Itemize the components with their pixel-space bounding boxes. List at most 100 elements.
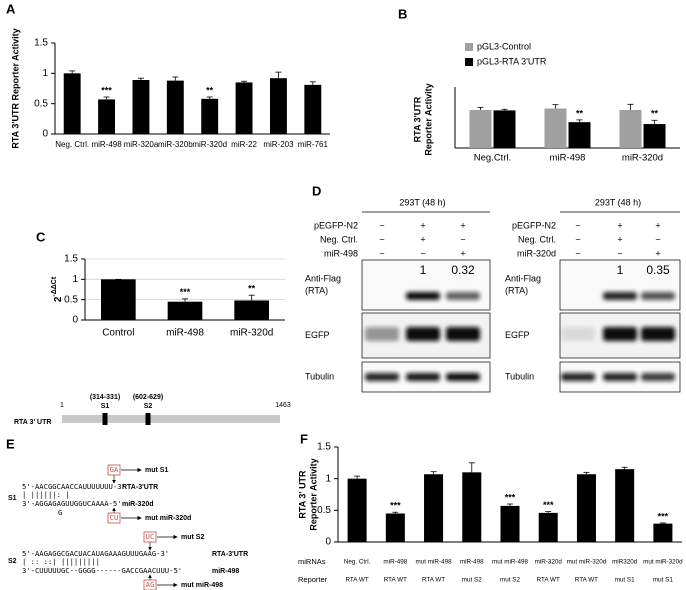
bar xyxy=(101,279,136,320)
bar xyxy=(201,98,219,134)
legend-label: pGL3-Control xyxy=(477,41,531,51)
bar xyxy=(538,512,558,542)
bar xyxy=(462,472,482,542)
condition-sign: − xyxy=(379,220,384,230)
target-name: RTA-3'UTR xyxy=(212,551,248,558)
condition-sign: + xyxy=(420,234,425,244)
pairing: | :: ::| ||||||||| xyxy=(22,557,100,566)
x-tick-label: miR-320b xyxy=(158,140,193,149)
y-tick-label: 0 xyxy=(42,129,48,140)
bar xyxy=(385,513,405,542)
y-axis-label: Reporter Activity xyxy=(423,83,433,155)
condition-label: miR-320d xyxy=(517,248,556,258)
bar xyxy=(269,78,287,134)
mutation-seq: AG xyxy=(146,580,155,589)
x-tick-label: mut miR-320d xyxy=(643,559,683,566)
utr-bar xyxy=(62,415,280,423)
quantification: 1 xyxy=(420,263,427,277)
y-tick-label: 1.5 xyxy=(317,442,331,453)
quantification: 1 xyxy=(617,263,624,277)
significance-label: *** xyxy=(390,501,401,511)
significance-label: ** xyxy=(651,109,659,119)
y-tick-label: 1 xyxy=(42,68,48,79)
x-tick-label: miR-320d xyxy=(230,328,273,339)
utr-start: 1 xyxy=(60,402,64,409)
blot-band xyxy=(641,327,675,341)
x-tick-label: Neg.Ctrl. xyxy=(474,153,511,164)
blot-band xyxy=(365,327,399,341)
y-axis-label: 2-ΔΔCt xyxy=(51,276,64,302)
blot-box xyxy=(361,259,491,311)
x-tick-label-row2: RTA WT xyxy=(346,577,369,584)
probe-label: EGFP xyxy=(505,330,530,340)
blot-header: 293T (48 h) xyxy=(399,197,445,207)
bar xyxy=(615,469,635,542)
quantification: 0.35 xyxy=(646,263,670,277)
target-seq: 5'-AACGGCAACCAUUUUUUU-3' xyxy=(22,482,126,491)
condition-label: pEGFP-N2 xyxy=(512,220,556,230)
panel-label: F xyxy=(300,431,308,446)
probe-label: (RTA) xyxy=(505,285,528,295)
blot-band xyxy=(561,327,595,341)
y-tick-label: 0 xyxy=(72,315,78,326)
blot-header: 293T (48 h) xyxy=(595,197,641,207)
site-name: S2 xyxy=(144,403,153,410)
site-range: (314-331) xyxy=(90,394,120,401)
bar xyxy=(132,80,150,134)
significance-label: ** xyxy=(248,284,256,294)
mirna-seq: 3'-AGGAGAGUUGGUCAAAA-5' xyxy=(22,499,122,508)
significance-label: *** xyxy=(543,500,554,510)
x-tick-label: mut miR-320d xyxy=(567,559,607,566)
y-axis-label: RTA 3' UTR xyxy=(297,470,307,519)
probe-label: Anti-Flag xyxy=(305,273,341,283)
condition-sign: − xyxy=(379,248,384,258)
y-tick-label: 0 xyxy=(325,537,331,548)
significance-label: *** xyxy=(101,85,112,95)
y-tick-label: 1 xyxy=(72,274,78,285)
condition-sign: + xyxy=(617,234,622,244)
x-tick-label-row2: RTA WT xyxy=(384,577,407,584)
blot-band xyxy=(603,327,637,341)
y-axis-label: Reporter Activity xyxy=(308,458,318,530)
condition-sign: − xyxy=(575,234,580,244)
bar xyxy=(568,122,591,148)
condition-sign: − xyxy=(460,234,465,244)
probe-label: Tubulin xyxy=(505,371,534,381)
condition-sign: + xyxy=(655,248,660,258)
bar xyxy=(653,523,673,542)
x-tick-label: miR-22 xyxy=(231,140,257,149)
y-tick-label: 1 xyxy=(325,473,331,484)
blot-band xyxy=(603,373,637,381)
probe-label: EGFP xyxy=(305,330,330,340)
condition-sign: − xyxy=(379,234,384,244)
x-tick-label: miR-320a xyxy=(124,140,159,149)
bar xyxy=(643,124,666,148)
x-tick-label: mut miR-498 xyxy=(416,559,453,566)
bar xyxy=(493,110,516,148)
x-tick-label: miR-498 xyxy=(383,559,407,566)
x-tick-label-row2: mut S1 xyxy=(615,577,635,584)
mirna-name: miR-498 xyxy=(212,568,239,575)
target-name: RTA-3'UTR xyxy=(122,484,158,491)
panel-label: E xyxy=(6,436,15,451)
x-tick-label: miR-320d xyxy=(535,559,563,566)
x-tick-label: miR-320d xyxy=(192,140,227,149)
x-tick-label-row2: RTA WT xyxy=(537,577,560,584)
x-tick-label: miR320d xyxy=(612,559,638,566)
y-axis-label: RTA 3'UTR Reporter Activity xyxy=(10,28,20,148)
blot-band xyxy=(446,327,480,341)
condition-sign: − xyxy=(575,248,580,258)
condition-sign: + xyxy=(460,220,465,230)
significance-label: *** xyxy=(180,287,191,297)
significance-label: *** xyxy=(658,511,669,521)
condition-sign: + xyxy=(617,220,622,230)
row-label: miRNAs xyxy=(298,557,326,566)
condition-label: Neg. Ctrl. xyxy=(320,234,358,244)
y-axis-label-exponent: -ΔΔCt xyxy=(51,276,58,296)
y-tick-label: 1.5 xyxy=(34,38,48,49)
mutation-seq: CU xyxy=(110,513,119,522)
condition-sign: − xyxy=(617,248,622,258)
probe-label: Anti-Flag xyxy=(505,273,541,283)
x-tick-label: Neg. Ctrl. xyxy=(344,559,371,566)
y-axis-label-base: 2 xyxy=(53,296,64,302)
